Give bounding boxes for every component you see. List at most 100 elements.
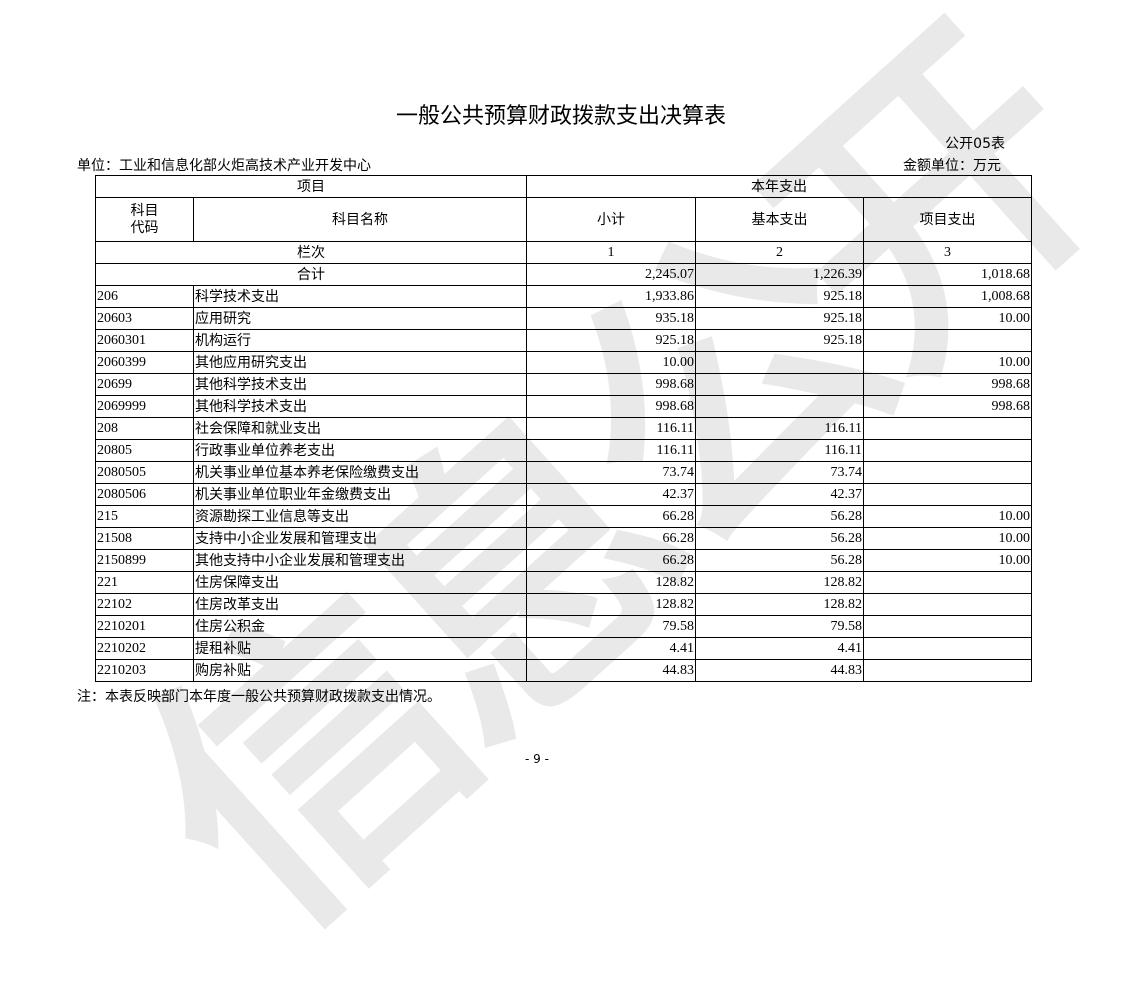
row-project: 10.00 bbox=[863, 505, 1032, 528]
row-subtotal: 116.11 bbox=[526, 417, 696, 440]
header-name: 科目名称 bbox=[193, 197, 527, 242]
row-project bbox=[863, 615, 1032, 638]
row-name: 机关事业单位基本养老保险缴费支出 bbox=[193, 461, 527, 484]
row-code: 20603 bbox=[95, 307, 194, 330]
row-name: 支持中小企业发展和管理支出 bbox=[193, 527, 527, 550]
table-row: 2080505 机关事业单位基本养老保险缴费支出 73.74 73.74 bbox=[95, 461, 1032, 484]
row-name: 资源勘探工业信息等支出 bbox=[193, 505, 527, 528]
row-code: 2060301 bbox=[95, 329, 194, 352]
row-code: 2210201 bbox=[95, 615, 194, 638]
page-title: 一般公共预算财政拨款支出决算表 bbox=[395, 104, 726, 129]
row-code: 221 bbox=[95, 571, 194, 594]
row-project: 1,008.68 bbox=[863, 285, 1032, 308]
total-label: 合计 bbox=[95, 263, 527, 286]
footnote: 注：本表反映部门本年度一般公共预算财政拨款支出情况。 bbox=[77, 689, 441, 705]
header-item: 项目 bbox=[95, 175, 527, 198]
row-subtotal: 42.37 bbox=[526, 483, 696, 506]
row-code: 2150899 bbox=[95, 549, 194, 572]
row-subtotal: 128.82 bbox=[526, 571, 696, 594]
row-code: 2069999 bbox=[95, 395, 194, 418]
row-subtotal: 10.00 bbox=[526, 351, 696, 374]
unit-label: 单位：工业和信息化部火炬高技术产业开发中心 bbox=[77, 158, 371, 174]
row-subtotal: 116.11 bbox=[526, 439, 696, 462]
row-subtotal: 925.18 bbox=[526, 329, 696, 352]
total-basic: 1,226.39 bbox=[695, 263, 864, 286]
row-subtotal: 1,933.86 bbox=[526, 285, 696, 308]
row-basic: 116.11 bbox=[695, 417, 864, 440]
header-code: 科目 代码 bbox=[95, 197, 194, 242]
row-subtotal: 128.82 bbox=[526, 593, 696, 616]
expenditure-table: 项目 本年支出 科目 代码 科目名称 小计 基本支出 项目支出 栏次 1 2 3 合计 2,245… bbox=[95, 175, 1032, 682]
total-project: 1,018.68 bbox=[863, 263, 1032, 286]
table-row: 20699 其他科学技术支出 998.68 998.68 bbox=[95, 373, 1032, 396]
row-basic: 925.18 bbox=[695, 307, 864, 330]
row-basic bbox=[695, 395, 864, 418]
table-row: 2150899 其他支持中小企业发展和管理支出 66.28 56.28 10.00 bbox=[95, 549, 1032, 572]
row-basic: 925.18 bbox=[695, 285, 864, 308]
row-subtotal: 44.83 bbox=[526, 659, 696, 682]
table-row: 2060301 机构运行 925.18 925.18 bbox=[95, 329, 1032, 352]
row-code: 21508 bbox=[95, 527, 194, 550]
row-basic: 128.82 bbox=[695, 571, 864, 594]
row-basic bbox=[695, 373, 864, 396]
row-name: 提租补贴 bbox=[193, 637, 527, 660]
table-row: 208 社会保障和就业支出 116.11 116.11 bbox=[95, 417, 1032, 440]
table-row: 221 住房保障支出 128.82 128.82 bbox=[95, 571, 1032, 594]
row-code: 2210202 bbox=[95, 637, 194, 660]
table-row: 215 资源勘探工业信息等支出 66.28 56.28 10.00 bbox=[95, 505, 1032, 528]
row-project bbox=[863, 417, 1032, 440]
row-basic: 79.58 bbox=[695, 615, 864, 638]
col-2: 2 bbox=[695, 241, 864, 264]
row-project bbox=[863, 461, 1032, 484]
row-name: 其他支持中小企业发展和管理支出 bbox=[193, 549, 527, 572]
row-code: 2210203 bbox=[95, 659, 194, 682]
row-project bbox=[863, 329, 1032, 352]
table-row: 2210201 住房公积金 79.58 79.58 bbox=[95, 615, 1032, 638]
row-project: 998.68 bbox=[863, 395, 1032, 418]
row-name: 购房补贴 bbox=[193, 659, 527, 682]
row-project: 998.68 bbox=[863, 373, 1032, 396]
row-basic: 925.18 bbox=[695, 329, 864, 352]
row-code: 2080506 bbox=[95, 483, 194, 506]
row-code: 2060399 bbox=[95, 351, 194, 374]
row-project bbox=[863, 439, 1032, 462]
row-name: 住房公积金 bbox=[193, 615, 527, 638]
money-unit: 金额单位：万元 bbox=[903, 158, 1001, 174]
row-subtotal: 66.28 bbox=[526, 527, 696, 550]
table-row: 21508 支持中小企业发展和管理支出 66.28 56.28 10.00 bbox=[95, 527, 1032, 550]
header-current-year: 本年支出 bbox=[526, 175, 1032, 198]
col-3: 3 bbox=[863, 241, 1032, 264]
row-code: 20805 bbox=[95, 439, 194, 462]
row-subtotal: 935.18 bbox=[526, 307, 696, 330]
row-basic: 128.82 bbox=[695, 593, 864, 616]
row-basic bbox=[695, 351, 864, 374]
table-row: 2069999 其他科学技术支出 998.68 998.68 bbox=[95, 395, 1032, 418]
table-row: 206 科学技术支出 1,933.86 925.18 1,008.68 bbox=[95, 285, 1032, 308]
row-name: 其他科学技术支出 bbox=[193, 373, 527, 396]
table-row: 20805 行政事业单位养老支出 116.11 116.11 bbox=[95, 439, 1032, 462]
table-row: 20603 应用研究 935.18 925.18 10.00 bbox=[95, 307, 1032, 330]
row-basic: 73.74 bbox=[695, 461, 864, 484]
row-code: 2080505 bbox=[95, 461, 194, 484]
row-project: 10.00 bbox=[863, 351, 1032, 374]
row-name: 行政事业单位养老支出 bbox=[193, 439, 527, 462]
table-row: 2060399 其他应用研究支出 10.00 10.00 bbox=[95, 351, 1032, 374]
row-project: 10.00 bbox=[863, 307, 1032, 330]
row-project bbox=[863, 659, 1032, 682]
row-basic: 42.37 bbox=[695, 483, 864, 506]
col-1: 1 bbox=[526, 241, 696, 264]
row-subtotal: 4.41 bbox=[526, 637, 696, 660]
table-row: 2080506 机关事业单位职业年金缴费支出 42.37 42.37 bbox=[95, 483, 1032, 506]
row-name: 住房改革支出 bbox=[193, 593, 527, 616]
total-subtotal: 2,245.07 bbox=[526, 263, 696, 286]
row-project: 10.00 bbox=[863, 549, 1032, 572]
header-basic: 基本支出 bbox=[695, 197, 864, 242]
row-name: 机构运行 bbox=[193, 329, 527, 352]
row-project bbox=[863, 637, 1032, 660]
row-subtotal: 79.58 bbox=[526, 615, 696, 638]
form-number: 公开05表 bbox=[945, 136, 1005, 152]
row-code: 215 bbox=[95, 505, 194, 528]
row-project: 10.00 bbox=[863, 527, 1032, 550]
header-project: 项目支出 bbox=[863, 197, 1032, 242]
row-name: 应用研究 bbox=[193, 307, 527, 330]
